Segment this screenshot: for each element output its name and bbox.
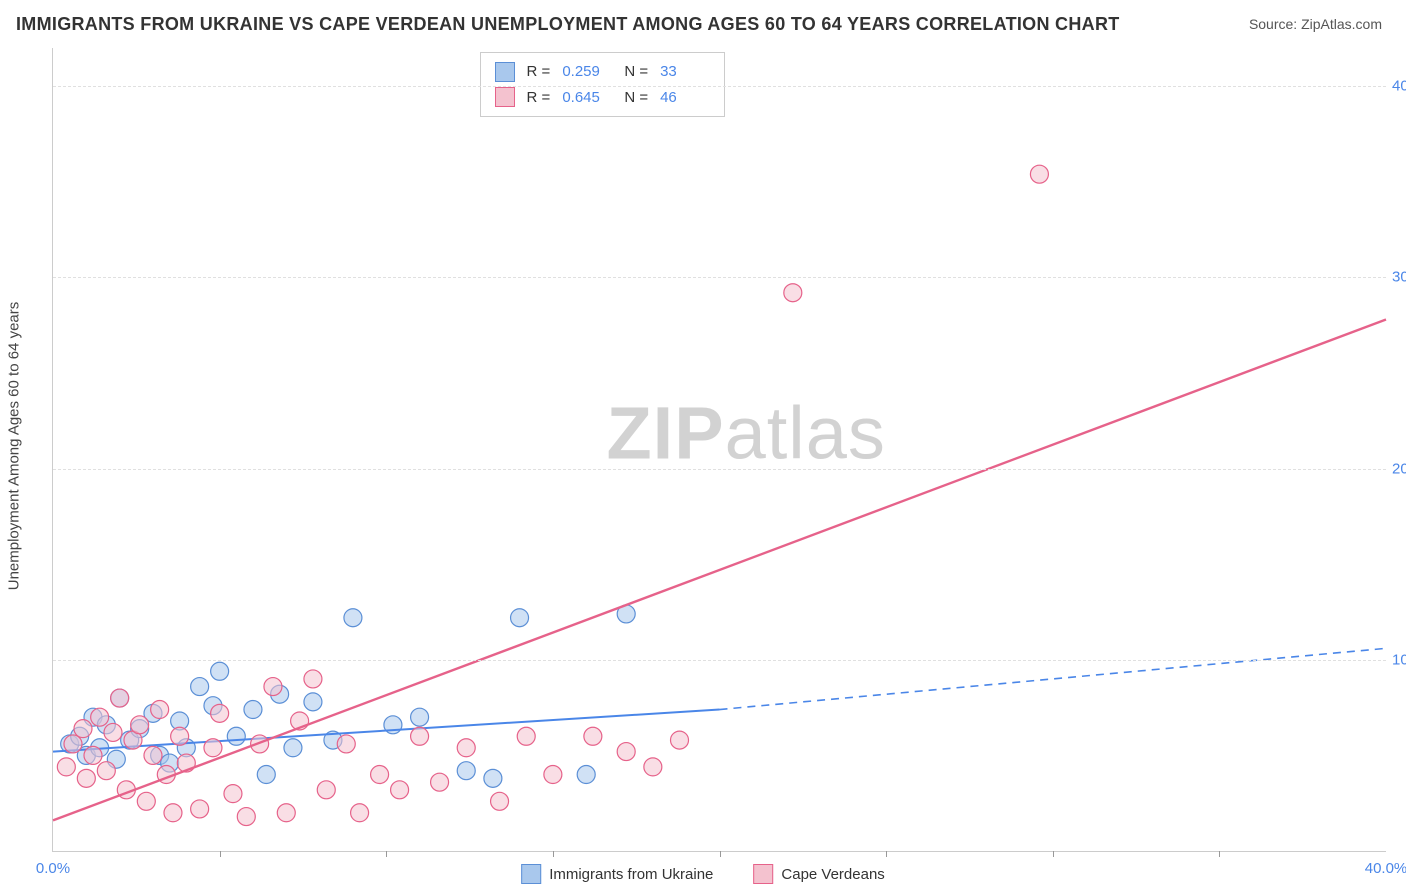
scatter-point xyxy=(97,762,115,780)
scatter-point xyxy=(77,769,95,787)
scatter-point xyxy=(84,746,102,764)
scatter-point xyxy=(411,708,429,726)
x-minor-tick xyxy=(1219,851,1220,857)
plot-area: ZIPatlas R =0.259N =33R =0.645N =46 10.0… xyxy=(52,48,1386,852)
y-tick-label: 40.0% xyxy=(1392,78,1406,95)
scatter-point xyxy=(457,739,475,757)
scatter-point xyxy=(131,716,149,734)
scatter-point xyxy=(211,662,229,680)
y-tick-label: 20.0% xyxy=(1392,460,1406,477)
x-minor-tick xyxy=(386,851,387,857)
scatter-point xyxy=(337,735,355,753)
scatter-point xyxy=(111,689,129,707)
n-label: N = xyxy=(624,59,648,85)
scatter-point xyxy=(304,693,322,711)
scatter-point xyxy=(491,792,509,810)
legend-label: Immigrants from Ukraine xyxy=(549,866,713,883)
scatter-point xyxy=(457,762,475,780)
scatter-point xyxy=(344,609,362,627)
scatter-point xyxy=(204,739,222,757)
legend-stat-row: R = 0.645 N = 46 xyxy=(495,85,711,111)
scatter-point xyxy=(264,678,282,696)
scatter-point xyxy=(164,804,182,822)
scatter-point xyxy=(144,746,162,764)
scatter-point xyxy=(244,701,262,719)
scatter-point xyxy=(57,758,75,776)
scatter-point xyxy=(617,743,635,761)
legend-item: Cape Verdeans xyxy=(753,864,884,884)
legend-swatch xyxy=(521,864,541,884)
scatter-point xyxy=(1030,165,1048,183)
scatter-point xyxy=(317,781,335,799)
source-attribution: Source: ZipAtlas.com xyxy=(1249,16,1382,32)
x-tick-label: 0.0% xyxy=(36,860,70,877)
r-label: R = xyxy=(527,85,551,111)
scatter-point xyxy=(211,704,229,722)
gridline-h xyxy=(53,469,1386,470)
legend-label: Cape Verdeans xyxy=(781,866,884,883)
scatter-point xyxy=(484,769,502,787)
stats-legend: R = 0.259 N = 33 R = 0.645 N = 46 xyxy=(480,52,726,117)
scatter-point xyxy=(64,735,82,753)
scatter-point xyxy=(137,792,155,810)
scatter-point xyxy=(511,609,529,627)
r-value: 0.645 xyxy=(562,85,612,111)
legend-stat-row: R = 0.259 N = 33 xyxy=(495,59,711,85)
scatter-point xyxy=(577,766,595,784)
scatter-point xyxy=(151,701,169,719)
gridline-h xyxy=(53,86,1386,87)
x-minor-tick xyxy=(553,851,554,857)
scatter-point xyxy=(284,739,302,757)
scatter-point xyxy=(644,758,662,776)
n-value: 46 xyxy=(660,85,710,111)
trend-line xyxy=(53,319,1386,820)
y-tick-label: 30.0% xyxy=(1392,269,1406,286)
gridline-h xyxy=(53,277,1386,278)
scatter-point xyxy=(91,708,109,726)
scatter-point xyxy=(277,804,295,822)
scatter-point xyxy=(74,720,92,738)
y-axis-label: Unemployment Among Ages 60 to 64 years xyxy=(6,302,23,591)
x-minor-tick xyxy=(720,851,721,857)
scatter-point xyxy=(171,727,189,745)
scatter-point xyxy=(671,731,689,749)
scatter-point xyxy=(104,723,122,741)
scatter-point xyxy=(257,766,275,784)
scatter-point xyxy=(191,678,209,696)
scatter-point xyxy=(191,800,209,818)
r-label: R = xyxy=(527,59,551,85)
legend-swatch xyxy=(495,62,515,82)
scatter-point xyxy=(351,804,369,822)
scatter-point xyxy=(304,670,322,688)
scatter-point xyxy=(784,284,802,302)
x-tick-label: 40.0% xyxy=(1365,860,1406,877)
scatter-svg xyxy=(53,48,1386,851)
n-label: N = xyxy=(624,85,648,111)
scatter-point xyxy=(227,727,245,745)
scatter-point xyxy=(584,727,602,745)
r-value: 0.259 xyxy=(562,59,612,85)
x-minor-tick xyxy=(220,851,221,857)
gridline-h xyxy=(53,660,1386,661)
scatter-point xyxy=(431,773,449,791)
n-value: 33 xyxy=(660,59,710,85)
scatter-point xyxy=(371,766,389,784)
trend-line-dashed xyxy=(720,648,1387,709)
scatter-point xyxy=(544,766,562,784)
scatter-point xyxy=(517,727,535,745)
scatter-point xyxy=(224,785,242,803)
legend-swatch xyxy=(495,87,515,107)
legend-swatch xyxy=(753,864,773,884)
x-minor-tick xyxy=(1053,851,1054,857)
scatter-point xyxy=(411,727,429,745)
legend-item: Immigrants from Ukraine xyxy=(521,864,713,884)
y-tick-label: 10.0% xyxy=(1392,651,1406,668)
x-minor-tick xyxy=(886,851,887,857)
chart-title: IMMIGRANTS FROM UKRAINE VS CAPE VERDEAN … xyxy=(16,14,1120,35)
scatter-point xyxy=(391,781,409,799)
series-legend: Immigrants from Ukraine Cape Verdeans xyxy=(521,864,885,884)
scatter-point xyxy=(237,808,255,826)
